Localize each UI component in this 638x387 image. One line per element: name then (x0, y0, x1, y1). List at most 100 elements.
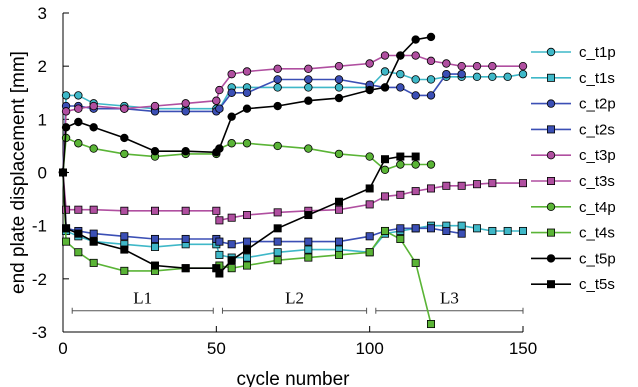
data-point-c-t4s (380, 226, 389, 235)
data-point-c-t4p (120, 149, 129, 159)
data-point-c-t5s (89, 237, 98, 246)
data-point-c-t1s (457, 221, 466, 230)
data-point-c-t1p (61, 91, 71, 100)
data-point-c-t3p (304, 64, 313, 74)
data-point-c-t5s (411, 152, 420, 161)
data-point-c-t5p (242, 104, 252, 113)
legend-item-c-t1s: c_t1s (531, 70, 615, 87)
legend-marker (547, 176, 556, 185)
data-point-c-t1p (334, 83, 344, 92)
legend-marker (546, 202, 556, 211)
x-axis-label: cycle number (237, 369, 351, 387)
data-point-c-t4s (62, 237, 71, 246)
y-tick-label: 0 (38, 164, 47, 183)
legend-label: c_t5s (579, 276, 615, 293)
data-point-c-t2s (426, 224, 435, 233)
legend-marker (547, 125, 556, 134)
legend-label: c_t3s (579, 173, 615, 190)
legend-marker (547, 228, 556, 237)
data-point-c-t5s (59, 168, 68, 177)
series-c-t1p (58, 67, 528, 177)
data-point-c-t3s (411, 187, 420, 196)
data-point-c-t5s (74, 229, 83, 238)
data-point-c-t3s (62, 205, 71, 214)
data-point-c-t3p (227, 69, 236, 79)
data-point-c-t5p (426, 32, 436, 42)
annotation-label: L1 (133, 289, 152, 308)
data-point-c-t4s (365, 248, 374, 257)
series-c-t1s (59, 168, 528, 262)
data-point-c-t5s (181, 264, 190, 273)
data-point-c-t3s (472, 180, 481, 189)
data-point-c-t5s (227, 256, 236, 265)
legend-item-c-t2p: c_t2p (531, 96, 616, 113)
data-point-c-t4p (411, 160, 420, 169)
data-point-c-t3s (334, 205, 343, 214)
data-point-c-t5s (380, 155, 389, 164)
data-point-c-t3s (120, 206, 129, 215)
data-point-c-t5s (215, 269, 224, 278)
data-point-c-t4s (426, 320, 435, 329)
data-point-c-t1s (519, 226, 528, 235)
data-point-c-t3p (380, 51, 390, 60)
data-point-c-t1s (304, 245, 313, 254)
data-point-c-t2p (273, 75, 282, 84)
y-tick-label: -3 (32, 323, 47, 342)
legend-marker (546, 47, 556, 57)
data-point-c-t5p (411, 35, 420, 44)
data-point-c-t1p (411, 75, 420, 84)
series-line-c-t1p (62, 70, 524, 173)
legend-item-c-t3p: c_t3p (531, 147, 616, 164)
data-point-c-t5p (365, 85, 374, 95)
data-point-c-t3p (215, 85, 224, 95)
data-point-c-t3p (472, 61, 482, 71)
series-c-t2s (59, 168, 466, 249)
data-point-c-t4s (120, 266, 129, 275)
data-point-c-t3s (426, 184, 435, 193)
data-point-c-t3p (426, 56, 436, 66)
legend: c_t1p c_t1s c_t2p c_t2s c_t3p c_t3s c_t4p c_t4s… (531, 44, 616, 293)
data-point-c-t1s (472, 224, 481, 233)
legend-label: c_t2s (579, 121, 615, 138)
data-point-c-t3p (365, 59, 374, 68)
y-tick-label: -2 (32, 270, 47, 289)
data-point-c-t3p (488, 61, 497, 71)
data-point-c-t1p (503, 72, 512, 81)
data-point-c-t1s (273, 248, 282, 257)
annotation-label: L3 (440, 289, 459, 308)
data-point-c-t3s (74, 205, 83, 214)
data-point-c-t3s (150, 206, 159, 215)
legend-item-c-t3s: c_t3s (531, 173, 615, 190)
data-point-c-t3p (61, 107, 71, 116)
data-point-c-t5p (380, 83, 390, 92)
legend-item-c-t4s: c_t4s (531, 225, 615, 242)
data-point-c-t1s (503, 226, 512, 235)
series-c-t5p (58, 32, 436, 177)
data-point-c-t2s (365, 232, 374, 241)
data-point-c-t2p (181, 107, 190, 116)
data-point-c-t2s (215, 237, 224, 246)
legend-label: c_t5p (579, 250, 616, 267)
data-point-c-t2p (334, 75, 344, 84)
data-point-c-t1p (518, 69, 528, 79)
x-tick-label: 100 (355, 339, 383, 358)
data-point-c-t4p (365, 152, 374, 161)
annotation-label: L2 (285, 289, 304, 308)
data-point-c-t4p (380, 165, 390, 175)
y-axis-label: end plate displacement [mm] (8, 51, 29, 294)
data-point-c-t4p (334, 149, 344, 159)
data-point-c-t3s (215, 216, 224, 225)
data-point-c-t3s (380, 192, 389, 201)
data-point-c-t3p (74, 104, 83, 113)
data-point-c-t5p (120, 133, 129, 143)
data-point-c-t5s (304, 211, 313, 220)
legend-marker (547, 73, 556, 82)
data-point-c-t3p (89, 101, 98, 111)
data-point-c-t4s (89, 258, 98, 267)
data-point-c-t3s (442, 181, 451, 190)
legend-marker (546, 99, 556, 108)
data-point-c-t1p (273, 83, 282, 92)
data-point-c-t4s (396, 234, 405, 243)
legend-marker (546, 150, 556, 160)
data-point-c-t3s (89, 205, 98, 214)
